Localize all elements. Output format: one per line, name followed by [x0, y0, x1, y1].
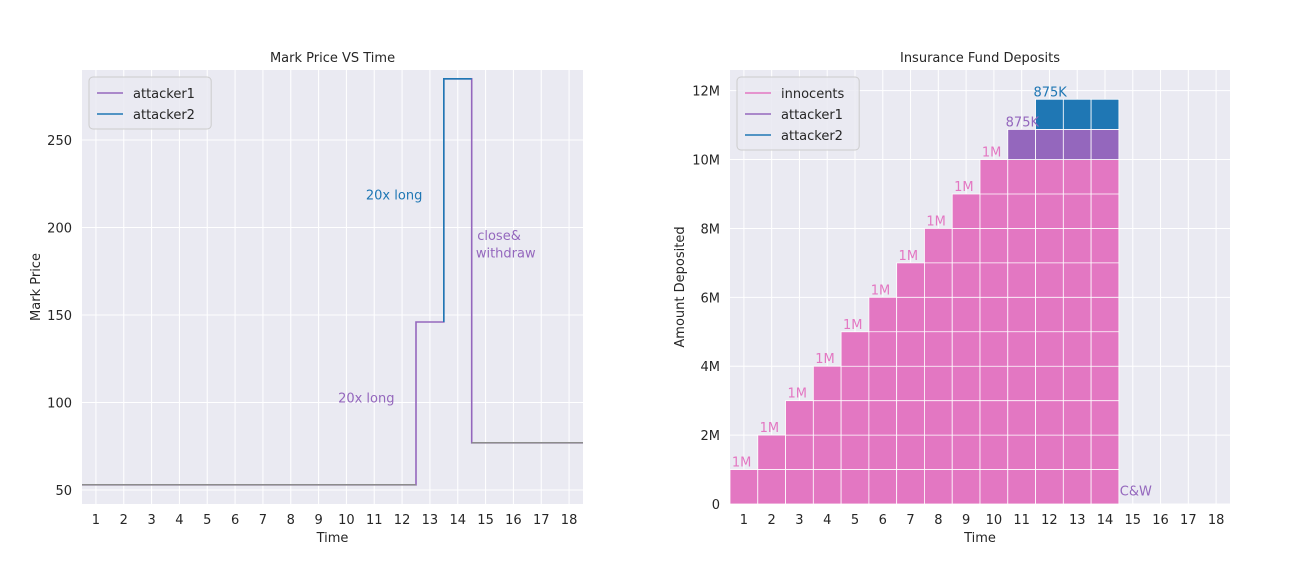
- x-tick-label: 17: [533, 513, 550, 528]
- legend-label: attacker1: [133, 87, 195, 102]
- x-tick-label: 10: [338, 513, 355, 528]
- annotation-label: withdraw: [476, 246, 536, 261]
- x-tick-label: 9: [314, 513, 322, 528]
- y-tick-label: 250: [47, 134, 72, 149]
- annotation-label: close&: [477, 229, 521, 244]
- x-tick-label: 14: [449, 513, 466, 528]
- y-tick-label: 4M: [701, 360, 721, 375]
- bar-innocents: [896, 262, 925, 505]
- bar-attacker2: [1062, 98, 1092, 130]
- bar-attacker2: [1035, 98, 1064, 130]
- x-tick-label: 18: [1208, 513, 1225, 528]
- x-tick-label: 6: [231, 513, 239, 528]
- x-tick-label: 2: [120, 513, 128, 528]
- x-tick-label: 15: [1125, 513, 1142, 528]
- x-tick-label: 3: [795, 513, 803, 528]
- annotation-label: C&W: [1120, 485, 1152, 500]
- annotation-label: 875K: [1033, 85, 1067, 100]
- annotation-label: 1M: [815, 352, 835, 367]
- series-line-attacker2: [442, 78, 472, 322]
- y-tick-label: 8M: [701, 222, 721, 237]
- x-axis-label: Time: [963, 531, 996, 546]
- annotation-label: 1M: [787, 387, 807, 402]
- bar-innocents: [729, 469, 759, 505]
- y-tick-label: 150: [47, 309, 72, 324]
- x-tick-label: 9: [962, 513, 970, 528]
- x-tick-label: 15: [477, 513, 494, 528]
- bar-innocents: [951, 193, 981, 505]
- x-tick-label: 18: [561, 513, 578, 528]
- x-tick-label: 13: [422, 513, 439, 528]
- x-tick-label: 11: [1013, 513, 1030, 528]
- x-tick-label: 2: [768, 513, 776, 528]
- x-tick-label: 17: [1180, 513, 1197, 528]
- annotation-label: 1M: [843, 318, 863, 333]
- x-tick-label: 13: [1069, 513, 1086, 528]
- x-tick-label: 4: [175, 513, 183, 528]
- x-tick-label: 7: [906, 513, 914, 528]
- bar-attacker1: [1035, 129, 1064, 160]
- x-tick-label: 6: [879, 513, 887, 528]
- annotation-label: 1M: [926, 214, 946, 229]
- bar-innocents: [785, 400, 814, 505]
- x-tick-label: 14: [1097, 513, 1114, 528]
- bar-attacker1: [1090, 129, 1120, 160]
- legend-label: attacker2: [781, 129, 843, 144]
- annotation-label: 20x long: [366, 189, 422, 204]
- y-tick-label: 200: [47, 222, 72, 237]
- y-tick-label: 10M: [692, 154, 720, 169]
- bar-attacker1: [1062, 129, 1092, 160]
- annotation-label: 1M: [982, 146, 1002, 161]
- annotation-label: 1M: [899, 249, 919, 264]
- bar-attacker1: [1007, 129, 1036, 160]
- y-axis-label: Mark Price: [29, 253, 44, 321]
- x-tick-label: 7: [259, 513, 267, 528]
- chart-title: Insurance Fund Deposits: [900, 51, 1060, 66]
- y-tick-label: 12M: [692, 85, 720, 100]
- x-tick-label: 8: [934, 513, 942, 528]
- x-tick-label: 1: [92, 513, 100, 528]
- annotation-label: 1M: [760, 421, 780, 436]
- bar-attacker2: [1090, 98, 1120, 130]
- x-tick-label: 8: [287, 513, 295, 528]
- x-tick-label: 4: [823, 513, 831, 528]
- y-tick-label: 0: [712, 498, 720, 513]
- chart-title: Mark Price VS Time: [270, 51, 395, 66]
- y-tick-label: 100: [47, 397, 72, 412]
- x-tick-label: 1: [740, 513, 748, 528]
- annotation-label: 875K: [1006, 115, 1040, 130]
- annotation-label: 1M: [954, 180, 974, 195]
- legend-label: innocents: [781, 87, 845, 102]
- y-tick-label: 50: [55, 484, 72, 499]
- y-axis-label: Amount Deposited: [673, 226, 688, 347]
- y-tick-label: 6M: [701, 291, 721, 306]
- legend: [88, 76, 212, 130]
- legend-label: attacker1: [781, 108, 843, 123]
- x-tick-label: 11: [366, 513, 383, 528]
- x-tick-label: 12: [394, 513, 411, 528]
- annotation-label: 1M: [871, 283, 891, 298]
- x-tick-label: 12: [1041, 513, 1058, 528]
- x-tick-label: 10: [986, 513, 1003, 528]
- x-tick-label: 16: [1152, 513, 1169, 528]
- x-tick-label: 5: [851, 513, 859, 528]
- x-axis-label: Time: [316, 531, 349, 546]
- x-tick-label: 16: [505, 513, 522, 528]
- annotation-label: 20x long: [338, 392, 394, 407]
- legend-label: attacker2: [133, 108, 195, 123]
- plot-area: [82, 70, 583, 504]
- legend: [736, 76, 860, 151]
- bar-innocents: [840, 331, 870, 505]
- y-tick-label: 2M: [701, 429, 721, 444]
- x-tick-label: 3: [147, 513, 155, 528]
- x-tick-label: 5: [203, 513, 211, 528]
- annotation-label: 1M: [732, 456, 752, 471]
